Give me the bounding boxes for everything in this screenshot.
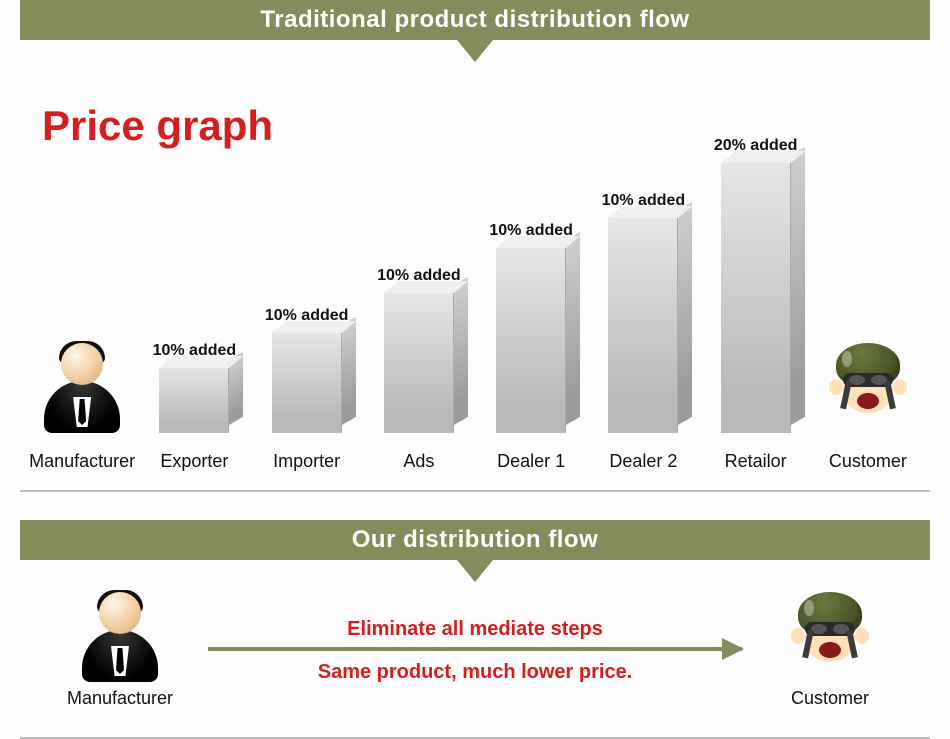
section2-banner: Our distribution flow [20,520,930,560]
x-axis-label: Exporter [160,451,228,472]
customer-icon [791,592,869,682]
flow-row: Manufacturer Eliminate all mediate steps… [20,582,930,709]
flow-msg-bottom: Same product, much lower price. [208,661,742,684]
flow-left-label: Manufacturer [50,688,190,709]
price-chart: Manufacturer10% addedExporter10% addedIm… [20,137,930,472]
x-axis-label: Customer [829,451,907,472]
customer-icon [829,343,907,433]
flow-right: Customer [760,592,900,709]
x-axis-label: Dealer 1 [497,451,565,472]
bar [272,333,342,433]
x-axis-label: Retailor [725,451,787,472]
bar [496,248,566,433]
arrow-down-icon [457,560,493,582]
bar [159,368,229,433]
page: Traditional product distribution flow Pr… [0,0,950,739]
chart-slot: 10% addedDealer 1 [475,222,587,472]
manufacturer-icon [81,592,159,682]
chart-slot: 10% addedDealer 2 [587,192,699,472]
flow-middle: Eliminate all mediate steps Same product… [200,614,750,688]
chart-slot: 10% addedAds [363,267,475,472]
section1-banner: Traditional product distribution flow [20,0,930,40]
flow-left: Manufacturer [50,592,190,709]
x-axis-label: Ads [403,451,434,472]
chart-slot: Customer [812,343,924,472]
manufacturer-icon [43,343,121,433]
flow-right-label: Customer [760,688,900,709]
x-axis-label: Importer [273,451,340,472]
section2: Our distribution flow Manufacturer Elimi… [20,520,930,739]
arrow-down-icon [457,40,493,62]
bar [608,218,678,433]
x-axis-label: Dealer 2 [609,451,677,472]
chart-slot: Manufacturer [26,343,138,472]
x-axis-label: Manufacturer [29,451,135,472]
chart-slot: 10% addedImporter [251,307,363,472]
long-arrow-icon [208,647,742,651]
section1-body: Price graph Manufacturer10% addedExporte… [20,62,930,492]
bar [721,163,791,433]
bar [384,293,454,433]
chart-slot: 10% addedExporter [138,342,250,472]
chart-slot: 20% addedRetailor [700,137,812,472]
flow-msg-top: Eliminate all mediate steps [208,618,742,641]
